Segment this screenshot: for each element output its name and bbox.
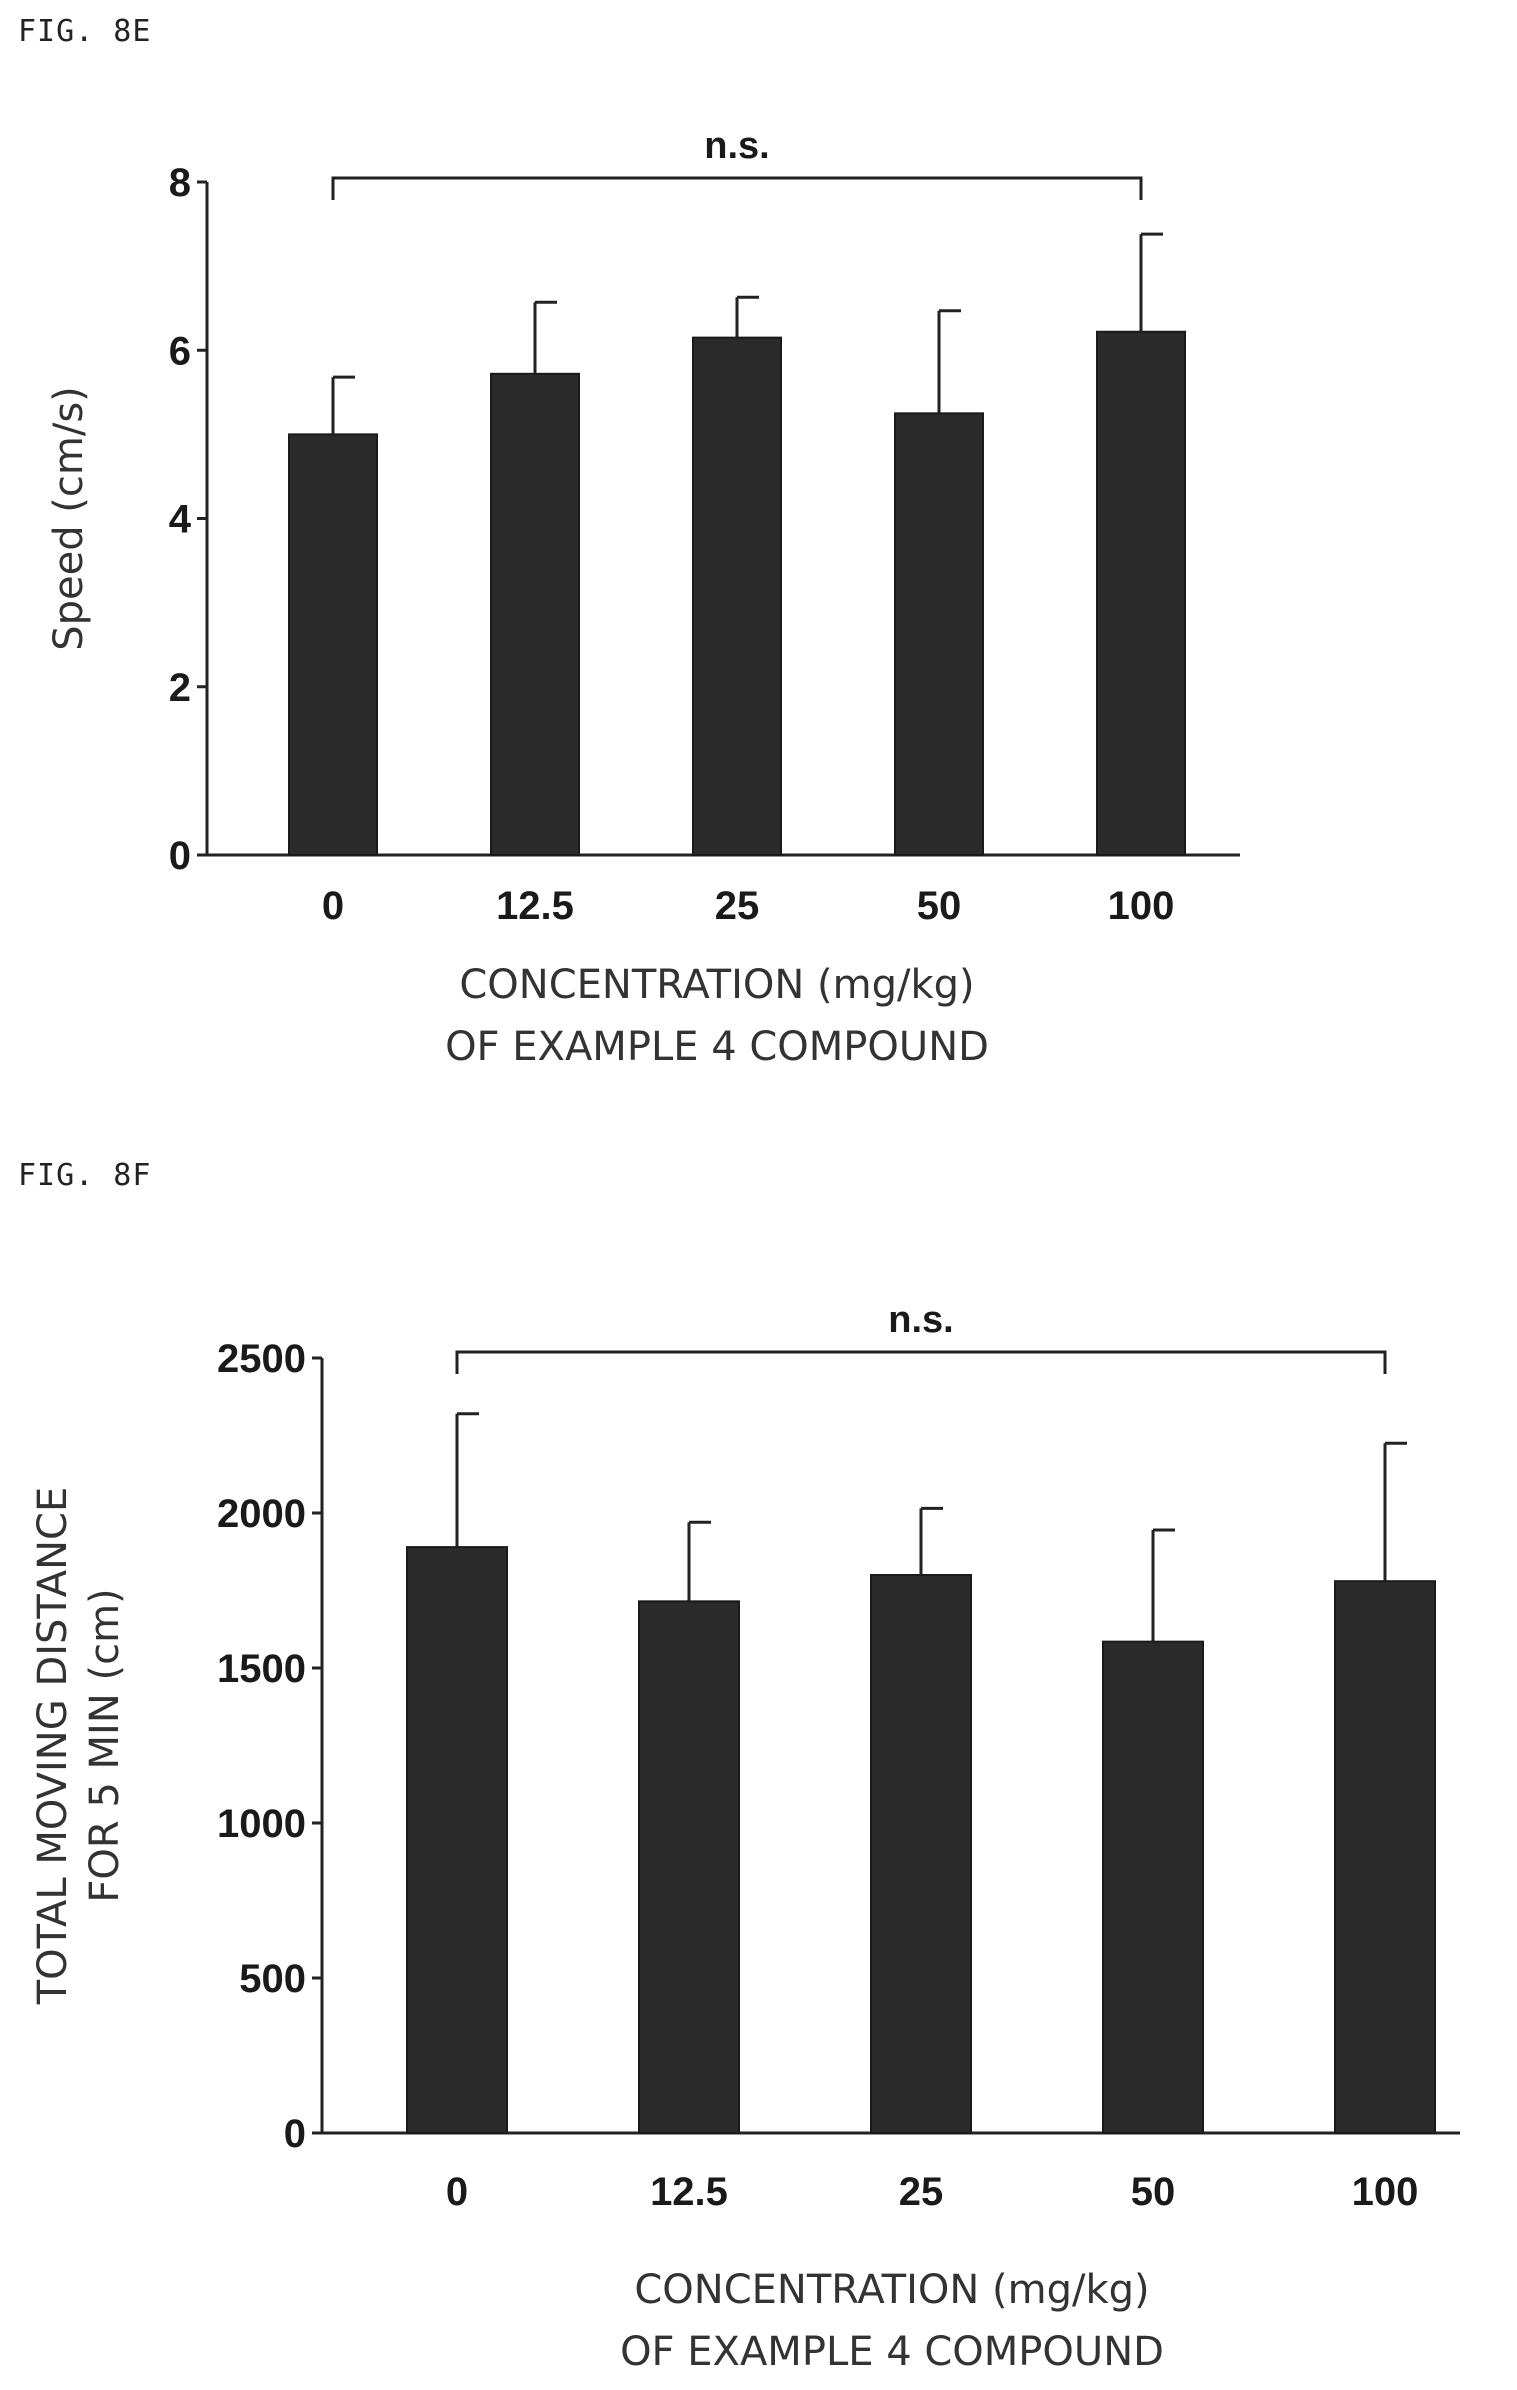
x-tick-label: 12.5 xyxy=(496,884,574,928)
y-tick-label: 1500 xyxy=(217,1647,306,1691)
y-tick-label: 0 xyxy=(169,834,191,878)
x-axis-title-line: CONCENTRATION (mg/kg) xyxy=(634,2267,1149,2313)
x-axis-title-line: CONCENTRATION (mg/kg) xyxy=(459,962,974,1008)
distance-bar-chart: 0 500 1000 1500 2000 2500 0 12.5 25 50 100 n.s. TOTA… xyxy=(30,1299,1460,2375)
speed-bar-chart: 0 2 4 6 8 0 12.5 25 50 100 n.s. Speed (cm/s) CONCENT… xyxy=(46,125,1240,1070)
x-axis-title-line: OF EXAMPLE 4 COMPOUND xyxy=(620,2329,1164,2375)
x-tick-label: 100 xyxy=(1108,884,1175,928)
y-axis-title: TOTAL MOVING DISTANCE FOR 5 MIN (cm) xyxy=(30,1487,128,2006)
y-axis-title-line: TOTAL MOVING DISTANCE xyxy=(30,1487,76,2006)
bar xyxy=(406,1546,508,2135)
figure-label-8e: FIG. 8E xyxy=(18,14,152,49)
y-axis-title: Speed (cm/s) xyxy=(46,386,92,651)
y-axis-title-line: FOR 5 MIN (cm) xyxy=(82,1588,128,1902)
x-tick-label: 25 xyxy=(715,884,760,928)
y-axis-title-line: Speed (cm/s) xyxy=(46,386,92,651)
x-tick-label: 50 xyxy=(1131,2170,1176,2214)
y-tick-label: 1000 xyxy=(217,1802,306,1846)
x-tick-label: 0 xyxy=(322,884,344,928)
y-tick-label: 6 xyxy=(169,329,191,373)
figure-label-8f: FIG. 8F xyxy=(18,1158,152,1193)
significance-bracket xyxy=(331,176,1143,200)
bar xyxy=(1334,1580,1436,2134)
x-axis-title-line: OF EXAMPLE 4 COMPOUND xyxy=(445,1024,989,1070)
bar xyxy=(692,336,782,857)
y-tick-label: 2000 xyxy=(217,1492,306,1536)
significance-label: n.s. xyxy=(888,1299,953,1341)
bar xyxy=(490,372,580,856)
y-tick-label: 500 xyxy=(239,1957,306,2001)
bar xyxy=(638,1600,740,2135)
x-tick-label: 50 xyxy=(917,884,962,928)
x-tick-label: 12.5 xyxy=(650,2170,728,2214)
significance-label: n.s. xyxy=(704,125,769,167)
bar xyxy=(1096,330,1186,856)
y-tick-label: 2 xyxy=(169,666,191,710)
bar xyxy=(894,412,984,856)
bar xyxy=(1102,1640,1204,2134)
bar xyxy=(870,1574,972,2134)
x-tick-label: 25 xyxy=(899,2170,944,2214)
y-tick-label: 4 xyxy=(169,498,192,542)
y-tick-label: 2500 xyxy=(217,1337,306,1381)
x-tick-label: 0 xyxy=(446,2170,468,2214)
y-tick-label: 8 xyxy=(169,161,191,205)
significance-bracket xyxy=(455,1350,1387,1374)
bar xyxy=(288,433,378,856)
x-tick-label: 100 xyxy=(1352,2170,1419,2214)
y-tick-label: 0 xyxy=(284,2112,306,2156)
